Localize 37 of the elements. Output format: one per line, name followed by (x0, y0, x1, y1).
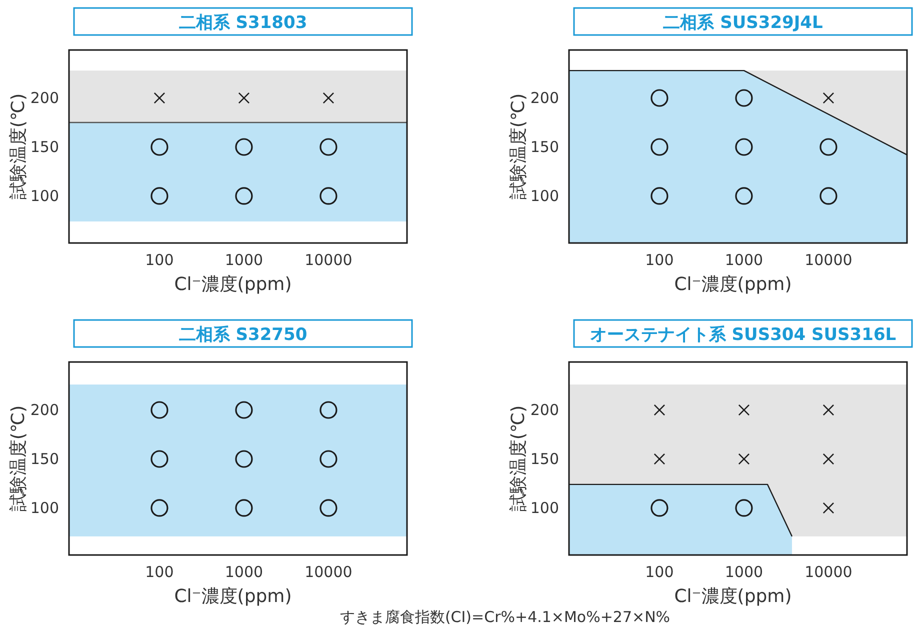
y-tick-label: 150 (30, 138, 59, 156)
y-axis-title: 試験温度(℃) (8, 405, 29, 512)
y-tick-label: 200 (530, 89, 559, 108)
x-tick-label: 1000 (224, 563, 264, 581)
x-tick-label: 10000 (804, 251, 852, 269)
y-tick-label: 150 (30, 450, 59, 468)
y-tick-label: 100 (30, 186, 59, 205)
x-axis-title: Cl⁻濃度(ppm) (174, 586, 292, 607)
x-tick-label: 10000 (804, 563, 852, 581)
x-tick-label: 1000 (224, 251, 264, 269)
y-tick-label: 150 (530, 450, 559, 468)
y-axis-title: 試験温度(℃) (508, 93, 529, 200)
y-tick-label: 200 (30, 401, 59, 420)
y-tick-label: 100 (530, 186, 559, 205)
y-tick-label: 150 (530, 138, 559, 156)
text: すきま腐食指数(CI)=Cr%+4.1×Mo%+27×N% (340, 608, 670, 626)
y-axis-title: 試験温度(℃) (508, 405, 529, 512)
x-axis-title: Cl⁻濃度(ppm) (674, 274, 792, 295)
chart-title: オーステナイト系 SUS304 SUS316L (590, 325, 896, 345)
x-tick-label: 10000 (304, 563, 352, 581)
x-tick-label: 1000 (724, 563, 764, 581)
chart-title: 二相系 SUS329J4L (663, 13, 824, 33)
x-tick-label: 100 (645, 563, 674, 581)
x-axis-title: Cl⁻濃度(ppm) (174, 274, 292, 295)
chart-title: 二相系 S31803 (178, 13, 308, 33)
x-tick-label: 100 (645, 251, 674, 269)
x-axis-title: Cl⁻濃度(ppm) (674, 586, 792, 607)
y-tick-label: 100 (530, 498, 559, 517)
x-tick-label: 100 (145, 251, 174, 269)
y-tick-label: 100 (30, 498, 59, 517)
x-tick-label: 100 (145, 563, 174, 581)
y-tick-label: 200 (530, 401, 559, 420)
y-axis-title: 試験温度(℃) (8, 93, 29, 200)
chart-title: 二相系 S32750 (178, 325, 308, 345)
x-tick-label: 1000 (724, 251, 764, 269)
x-tick-label: 10000 (304, 251, 352, 269)
y-tick-label: 200 (30, 89, 59, 108)
